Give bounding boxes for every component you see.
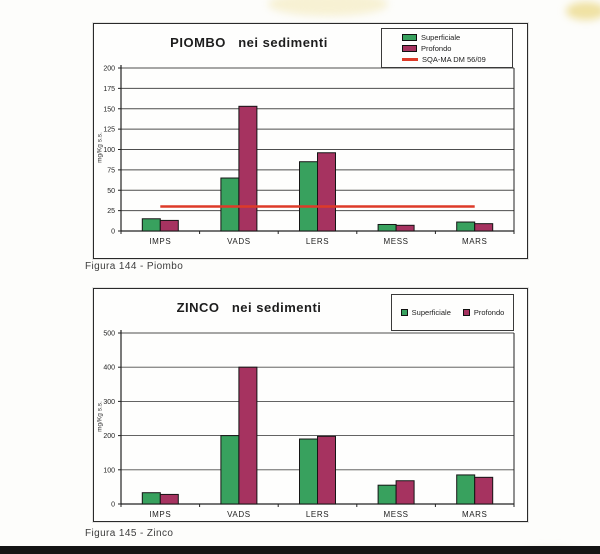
legend-label: SQA-MA DM 56/09	[422, 55, 486, 64]
svg-text:MESS: MESS	[384, 510, 409, 519]
piombo-chart-frame: PIOMBO nei sedimenti Superficiale Profon…	[93, 23, 528, 259]
svg-text:150: 150	[103, 106, 115, 113]
figure-caption-zinco: Figura 145 - Zinco	[85, 528, 174, 539]
piombo-chart-title: PIOMBO nei sedimenti	[170, 35, 328, 50]
svg-text:IMPS: IMPS	[149, 237, 171, 246]
svg-text:100: 100	[103, 467, 115, 474]
svg-text:VADS: VADS	[227, 510, 251, 519]
svg-text:50: 50	[107, 188, 115, 195]
svg-text:LERS: LERS	[306, 237, 329, 246]
svg-text:400: 400	[103, 365, 115, 372]
svg-text:MARS: MARS	[462, 237, 488, 246]
superficiale-swatch	[400, 309, 408, 316]
svg-text:25: 25	[107, 208, 115, 215]
svg-text:0: 0	[111, 229, 115, 236]
profondo-swatch	[462, 309, 470, 316]
svg-text:100: 100	[103, 147, 115, 154]
piombo-plot: 0 25 50 75 100 125 150 175 200 IMPS VADS LERS MESS MA…	[103, 65, 515, 246]
zinco-legend: Superficiale Profondo	[391, 294, 514, 331]
figure-caption-piombo: Figura 144 - Piombo	[85, 261, 184, 272]
legend-label: Profondo	[473, 308, 505, 317]
svg-text:LERS: LERS	[306, 510, 329, 519]
piombo-legend: Superficiale Profondo SQA-MA DM 56/09	[381, 28, 513, 68]
svg-text:IMPS: IMPS	[149, 510, 171, 519]
profondo-swatch	[402, 45, 417, 52]
svg-text:300: 300	[103, 399, 115, 406]
svg-text:MARS: MARS	[462, 510, 488, 519]
svg-text:175: 175	[103, 86, 115, 93]
ref-line-swatch	[402, 58, 418, 61]
svg-text:VADS: VADS	[227, 237, 251, 246]
zinco-chart-title: ZINCO nei sedimenti	[176, 300, 322, 315]
legend-item-profondo: Profondo	[462, 308, 505, 317]
legend-item-profondo: Profondo	[402, 44, 512, 53]
scan-smudge	[268, 0, 388, 16]
zinco-plot: 0 100 200 300 400 500 IMPS VADS LERS MESS MARS	[103, 330, 515, 519]
legend-item-sqa-ma: SQA-MA DM 56/09	[402, 55, 512, 64]
legend-label: Profondo	[421, 44, 452, 53]
legend-label: Superficiale	[421, 33, 461, 42]
superficiale-swatch	[402, 34, 417, 41]
svg-text:500: 500	[103, 331, 115, 338]
scan-smudge	[566, 2, 600, 20]
svg-text:200: 200	[103, 66, 115, 73]
zinco-chart-frame: ZINCO nei sedimenti Superficiale Profond…	[93, 288, 528, 522]
page-bottom-rule	[0, 546, 600, 554]
legend-item-superficiale: Superficiale	[402, 33, 512, 42]
svg-text:0: 0	[111, 502, 115, 509]
legend-item-superficiale: Superficiale	[400, 308, 451, 317]
svg-text:200: 200	[103, 433, 115, 440]
legend-label: Superficiale	[411, 308, 451, 317]
svg-text:75: 75	[107, 167, 115, 174]
svg-text:MESS: MESS	[384, 237, 409, 246]
svg-text:125: 125	[103, 127, 115, 134]
